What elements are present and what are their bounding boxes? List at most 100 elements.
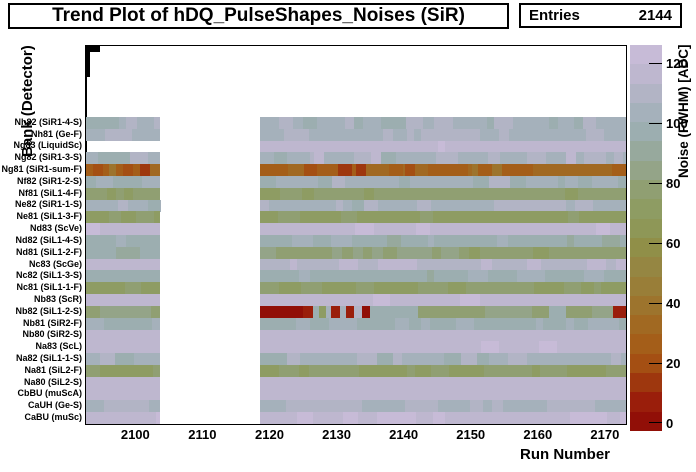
heatmap-cell xyxy=(564,140,577,153)
heatmap-cell xyxy=(486,282,504,295)
colorbar-cell xyxy=(630,141,662,161)
x-axis-tick-label: 2170 xyxy=(590,427,620,442)
heatmap-cell xyxy=(86,211,97,224)
heatmap-cell xyxy=(354,128,372,141)
heatmap-cell xyxy=(316,116,328,130)
heatmap-cell xyxy=(568,258,588,271)
heatmap-cell xyxy=(277,199,293,212)
heatmap-cell xyxy=(566,400,579,413)
heatmap-cell xyxy=(86,317,105,330)
y-axis-label: Nb81 (SiR2-F) xyxy=(22,317,82,328)
heatmap-cell xyxy=(325,341,343,354)
heatmap-cell xyxy=(300,282,310,295)
heatmap-cell xyxy=(374,282,389,295)
heatmap-cell xyxy=(332,175,346,189)
heatmap-cell xyxy=(142,235,153,248)
heatmap-cell xyxy=(114,341,126,354)
heatmap-cell xyxy=(616,140,626,153)
heatmap-cell xyxy=(435,152,444,165)
heatmap-cell xyxy=(487,317,507,330)
heatmap-cell xyxy=(311,400,320,413)
heatmap-cell xyxy=(300,376,308,389)
heatmap-cell xyxy=(410,353,423,366)
heatmap-cell xyxy=(414,164,429,177)
heatmap-cell xyxy=(419,140,439,153)
heatmap-cell xyxy=(401,294,412,307)
heatmap-cell xyxy=(373,294,391,307)
heatmap-cell xyxy=(565,317,575,330)
heatmap-cell xyxy=(532,164,544,177)
heatmap-cell xyxy=(469,400,484,413)
heatmap-cell xyxy=(426,270,435,283)
y-axis-tick xyxy=(86,65,90,66)
heatmap-cell xyxy=(475,329,485,342)
heatmap-cell xyxy=(515,235,526,248)
heatmap-cell xyxy=(584,152,598,165)
heatmap-cell xyxy=(94,258,110,271)
heatmap-cell xyxy=(286,376,302,389)
heatmap-cell xyxy=(397,329,413,342)
heatmap-cell xyxy=(383,175,400,189)
y-axis-label: Na81 (SiL2-F) xyxy=(24,364,82,375)
heatmap-cell xyxy=(565,152,577,165)
heatmap-cell xyxy=(317,223,326,236)
colorbar xyxy=(630,45,662,431)
heatmap-cell xyxy=(391,305,419,319)
heatmap-cell xyxy=(298,270,311,283)
heatmap-cell xyxy=(426,258,438,271)
heatmap-cell xyxy=(298,364,309,378)
heatmap-cell xyxy=(154,211,161,224)
heatmap-cell xyxy=(86,294,99,307)
heatmap-cell xyxy=(94,376,114,389)
heatmap-cell xyxy=(387,140,403,153)
heatmap-cell xyxy=(518,187,533,200)
heatmap-cell xyxy=(443,353,462,366)
heatmap-cell xyxy=(482,400,492,413)
heatmap-cell xyxy=(332,246,343,260)
heatmap-cell xyxy=(288,164,305,177)
heatmap-cell xyxy=(260,412,278,424)
heatmap-cell xyxy=(375,270,392,283)
heatmap-cell xyxy=(587,364,607,378)
heatmap-cell xyxy=(115,187,125,200)
x-axis-title: Run Number xyxy=(520,446,610,463)
heatmap-cell xyxy=(280,388,288,401)
heatmap-cell xyxy=(478,199,494,212)
heatmap-cell xyxy=(387,341,408,354)
heatmap-cell xyxy=(346,305,355,319)
heatmap-cell xyxy=(122,164,134,177)
heatmap-cell xyxy=(139,294,150,307)
heatmap-cell xyxy=(277,164,289,177)
heatmap-cell xyxy=(510,152,528,165)
heatmap-cell xyxy=(625,128,626,141)
heatmap-cell xyxy=(124,270,133,283)
heatmap-cell xyxy=(135,211,155,224)
heatmap-cell xyxy=(590,376,604,389)
heatmap-cell xyxy=(285,400,299,413)
heatmap-cell xyxy=(559,223,574,236)
heatmap-cell xyxy=(152,223,161,236)
heatmap-cell xyxy=(445,317,457,330)
heatmap-cell xyxy=(535,317,544,330)
heatmap-cell xyxy=(365,364,385,378)
heatmap-cell xyxy=(260,152,275,165)
heatmap-cell xyxy=(106,223,115,236)
y-axis-tick xyxy=(86,48,100,49)
heatmap-cell xyxy=(390,223,406,236)
heatmap-cell xyxy=(477,376,493,389)
heatmap-cell xyxy=(407,152,425,165)
heatmap-cell xyxy=(582,116,597,130)
plot-title: Trend Plot of hDQ_PulseShapes_Noises (Si… xyxy=(52,5,465,26)
heatmap-cell xyxy=(156,412,161,424)
heatmap-cell xyxy=(581,246,596,260)
heatmap-cell xyxy=(554,199,567,212)
heatmap-cell xyxy=(567,270,585,283)
heatmap-cell xyxy=(592,211,610,224)
heatmap-cell xyxy=(528,211,538,224)
heatmap-cell xyxy=(127,258,140,271)
heatmap-cell xyxy=(471,164,479,177)
heatmap-cell xyxy=(113,388,122,401)
heatmap-cell xyxy=(139,270,157,283)
heatmap-cell xyxy=(444,140,453,153)
heatmap-cell xyxy=(353,116,364,130)
